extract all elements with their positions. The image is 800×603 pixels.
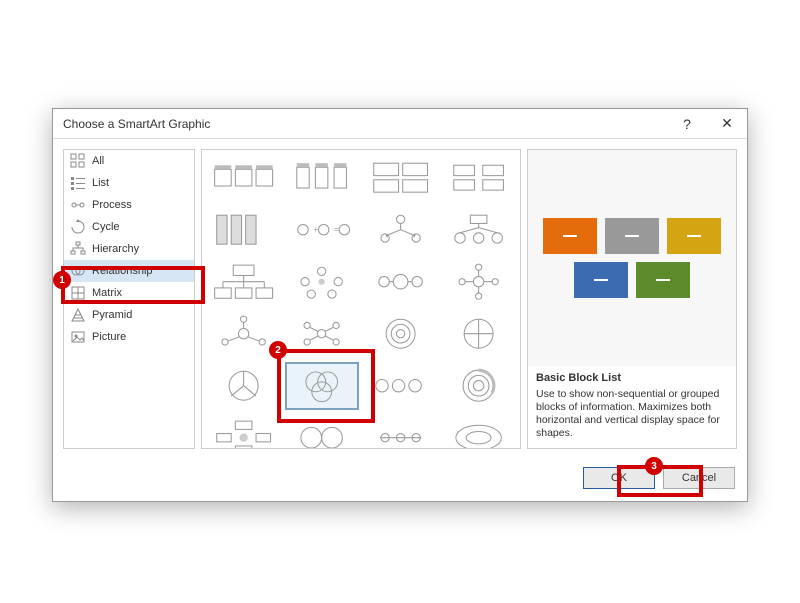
category-all[interactable]: All	[64, 150, 194, 172]
preview-block	[667, 218, 721, 254]
layout-thumb[interactable]	[206, 206, 281, 254]
preview-block	[543, 218, 597, 254]
category-picture[interactable]: Picture	[64, 326, 194, 348]
layout-thumb[interactable]	[442, 206, 517, 254]
category-label: Picture	[92, 331, 126, 343]
category-sidebar: All List Process Cycle	[63, 149, 195, 449]
layout-thumb[interactable]	[285, 310, 360, 358]
category-label: Hierarchy	[92, 243, 139, 255]
layout-thumb[interactable]	[285, 362, 360, 410]
layout-thumb[interactable]	[442, 154, 517, 202]
pyramid-icon	[70, 307, 86, 323]
category-label: Matrix	[92, 287, 122, 299]
all-icon	[70, 153, 86, 169]
titlebar: Choose a SmartArt Graphic ? ✕	[53, 109, 747, 139]
dialog-title: Choose a SmartArt Graphic	[63, 117, 667, 131]
preview-block	[574, 262, 628, 298]
preview-title: Basic Block List	[528, 366, 736, 386]
layout-thumb[interactable]	[363, 414, 438, 449]
picture-icon	[70, 329, 86, 345]
layout-thumb[interactable]	[442, 310, 517, 358]
layout-thumb[interactable]	[206, 258, 281, 306]
layout-gallery[interactable]: +=	[201, 149, 521, 449]
matrix-icon	[70, 285, 86, 301]
callout-num-3: 3	[645, 457, 663, 475]
layout-thumb[interactable]	[363, 154, 438, 202]
help-button[interactable]: ?	[667, 109, 707, 139]
category-label: All	[92, 155, 104, 167]
cancel-button[interactable]: Cancel	[663, 467, 735, 489]
layout-thumb[interactable]	[442, 414, 517, 449]
layout-thumb[interactable]	[442, 362, 517, 410]
hierarchy-icon	[70, 241, 86, 257]
category-process[interactable]: Process	[64, 194, 194, 216]
layout-thumb[interactable]	[206, 154, 281, 202]
svg-text:=: =	[334, 225, 339, 234]
category-hierarchy[interactable]: Hierarchy	[64, 238, 194, 260]
category-label: Relationship	[92, 265, 153, 277]
svg-text:+: +	[313, 225, 318, 234]
callout-num-2: 2	[269, 341, 287, 359]
category-label: Pyramid	[92, 309, 132, 321]
layout-thumb[interactable]	[206, 362, 281, 410]
category-list[interactable]: List	[64, 172, 194, 194]
category-matrix[interactable]: Matrix	[64, 282, 194, 304]
close-button[interactable]: ✕	[707, 109, 747, 139]
layout-thumb[interactable]	[363, 206, 438, 254]
layout-thumb[interactable]	[285, 414, 360, 449]
preview-block	[605, 218, 659, 254]
layout-thumb[interactable]	[363, 310, 438, 358]
layout-thumb[interactable]	[285, 154, 360, 202]
list-icon	[70, 175, 86, 191]
dialog-body: All List Process Cycle	[53, 139, 747, 459]
preview-block	[636, 262, 690, 298]
dialog-footer: OK Cancel	[53, 459, 747, 501]
category-relationship[interactable]: Relationship	[64, 260, 194, 282]
category-label: Process	[92, 199, 132, 211]
process-icon	[70, 197, 86, 213]
layout-thumb[interactable]	[442, 258, 517, 306]
preview-pane: Basic Block List Use to show non-sequent…	[527, 149, 737, 449]
preview-description: Use to show non-sequential or grouped bl…	[528, 386, 736, 449]
smartart-dialog: Choose a SmartArt Graphic ? ✕ All List	[52, 108, 748, 502]
ok-button[interactable]: OK	[583, 467, 655, 489]
layout-thumb[interactable]: +=	[285, 206, 360, 254]
category-pyramid[interactable]: Pyramid	[64, 304, 194, 326]
category-cycle[interactable]: Cycle	[64, 216, 194, 238]
category-label: Cycle	[92, 221, 120, 233]
preview-image	[528, 150, 736, 366]
relationship-icon	[70, 263, 86, 279]
layout-thumb[interactable]	[363, 362, 438, 410]
category-label: List	[92, 177, 109, 189]
layout-thumb[interactable]	[206, 414, 281, 449]
callout-num-1: 1	[53, 271, 71, 289]
layout-thumb[interactable]	[285, 258, 360, 306]
layout-thumb[interactable]	[363, 258, 438, 306]
cycle-icon	[70, 219, 86, 235]
